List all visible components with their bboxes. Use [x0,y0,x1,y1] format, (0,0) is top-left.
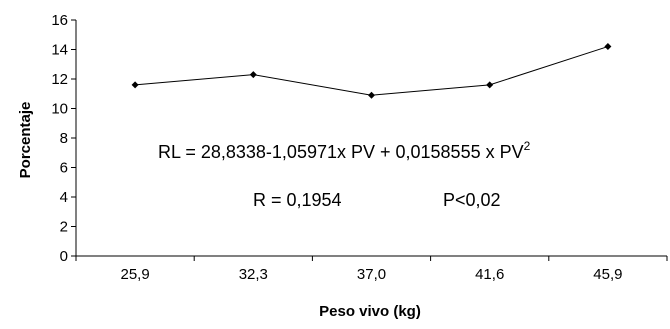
x-tick-label: 41,6 [475,266,504,283]
series-line [135,46,609,96]
y-tick-label: 14 [51,42,68,59]
y-axis: 0 2 4 6 8 10 12 14 16 [51,12,77,265]
x-tick-label: 45,9 [593,266,622,283]
x-tick-label: 32,3 [239,266,268,283]
y-tick-label: 8 [60,130,68,147]
x-axis: 25,9 32,3 37,0 41,6 45,9 [75,255,668,283]
x-axis-title: Peso vivo (kg) [319,303,421,320]
regression-equation: RL = 28,8338-1,05971x PV + 0,0158555 x P… [158,139,531,162]
y-tick-label: 4 [60,189,68,206]
y-tick-label: 0 [60,248,68,265]
regression-equation-superscript: 2 [524,139,531,153]
y-tick-label: 6 [60,160,68,177]
y-tick-label: 12 [51,71,68,88]
y-tick-label: 16 [51,12,68,29]
y-tick-label: 10 [51,101,68,118]
data-point-marker [368,91,375,99]
data-point-marker [486,81,494,89]
y-tick-label: 2 [60,219,68,236]
data-point-marker [131,81,139,89]
r-value-annotation: R = 0,1954 [253,190,342,210]
y-axis-title: Porcentaje [17,102,34,179]
p-value-annotation: P<0,02 [443,190,501,210]
data-point-marker [604,43,612,51]
x-tick-label: 37,0 [357,266,386,283]
x-tick-label: 25,9 [120,266,149,283]
series-layer [131,43,612,99]
data-point-marker [249,71,257,79]
regression-equation-text: RL = 28,8338-1,05971x PV + 0,0158555 x P… [158,142,524,162]
